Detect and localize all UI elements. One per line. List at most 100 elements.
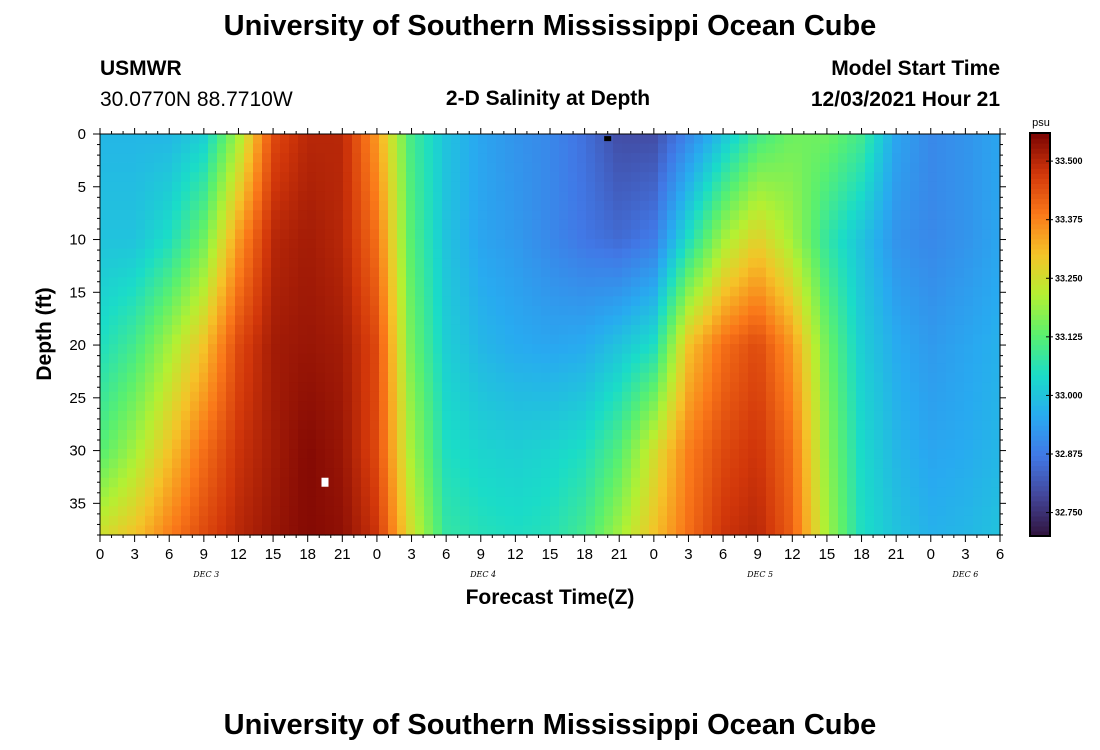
heatmap-cell	[595, 449, 605, 460]
heatmap-cell	[172, 525, 182, 536]
heatmap-cell	[289, 410, 299, 422]
heatmap-cell	[478, 286, 488, 297]
heatmap-cell	[712, 210, 722, 221]
heatmap-cell	[172, 477, 182, 488]
heatmap-cell	[676, 134, 686, 145]
heatmap-cell	[415, 363, 425, 374]
heatmap-cell	[496, 229, 506, 240]
heatmap-cell	[991, 172, 1001, 183]
heatmap-cell	[991, 458, 1001, 469]
heatmap-cell	[379, 401, 389, 412]
heatmap-cell	[334, 344, 344, 355]
heatmap-cell	[667, 296, 677, 307]
heatmap-cell	[838, 134, 848, 145]
heatmap-cell	[784, 239, 794, 250]
heatmap-cell	[685, 353, 695, 364]
heatmap-cell	[847, 525, 857, 536]
heatmap-cell	[235, 324, 245, 336]
heatmap-cell	[199, 458, 209, 469]
x-tick-label: 3	[684, 546, 692, 563]
heatmap-cell	[658, 162, 668, 173]
heatmap-cell	[505, 468, 515, 479]
heatmap-cell	[964, 363, 974, 374]
heatmap-cell	[334, 334, 344, 345]
heatmap-cell	[748, 172, 758, 183]
heatmap-cell	[550, 382, 560, 393]
heatmap-cell	[541, 248, 551, 259]
heatmap-cell	[100, 324, 110, 336]
heatmap-cell	[406, 449, 416, 460]
colorbar-tick-label: 32.875	[1055, 449, 1083, 459]
heatmap-cell	[136, 286, 146, 297]
heatmap-cell	[784, 134, 794, 145]
heatmap-cell	[901, 410, 911, 422]
heatmap-cell	[685, 372, 695, 383]
heatmap-cell	[667, 391, 677, 402]
heatmap-cell	[163, 191, 173, 202]
heatmap-cell	[739, 248, 749, 259]
heatmap-cell	[829, 496, 839, 507]
heatmap-cell	[442, 305, 452, 317]
heatmap-cell	[280, 248, 290, 259]
heatmap-cell	[325, 210, 335, 221]
heatmap-cell	[982, 515, 992, 527]
heatmap-cell	[487, 219, 497, 231]
heatmap-cell	[181, 258, 191, 269]
heatmap-cell	[820, 305, 830, 317]
heatmap-cell	[892, 296, 902, 307]
heatmap-cell	[919, 372, 929, 383]
heatmap-cell	[478, 143, 488, 154]
heatmap-cell	[199, 372, 209, 383]
heatmap-cell	[784, 496, 794, 507]
heatmap-cell	[775, 439, 785, 450]
heatmap-cell	[658, 334, 668, 345]
heatmap-cell	[622, 219, 632, 231]
heatmap-cell	[721, 305, 731, 317]
heatmap-cell	[568, 162, 578, 173]
heatmap-cell	[595, 277, 605, 288]
heatmap-cell	[820, 277, 830, 288]
heatmap-cell	[640, 162, 650, 173]
heatmap-cell	[865, 324, 875, 336]
heatmap-cell	[559, 200, 569, 211]
heatmap-cell	[316, 506, 326, 517]
heatmap-cell	[487, 305, 497, 317]
heatmap-cell	[838, 496, 848, 507]
heatmap-cell	[793, 382, 803, 393]
heatmap-cell	[694, 477, 704, 488]
heatmap-cell	[901, 487, 911, 498]
heatmap-cell	[406, 506, 416, 517]
heatmap-cell	[406, 468, 416, 479]
heatmap-cell	[757, 162, 767, 173]
heatmap-cell	[937, 143, 947, 154]
heatmap-cell	[136, 219, 146, 231]
heatmap-cell	[352, 277, 362, 288]
heatmap-cell	[280, 229, 290, 240]
heatmap-cell	[586, 210, 596, 221]
heatmap-cell	[289, 420, 299, 431]
heatmap-cell	[469, 248, 479, 259]
colorbar-band	[1030, 253, 1050, 260]
heatmap-cell	[802, 344, 812, 355]
colorbar-band	[1030, 475, 1050, 482]
heatmap-cell	[865, 267, 875, 278]
heatmap-cell	[640, 458, 650, 469]
heatmap-cell	[658, 153, 668, 164]
heatmap-cell	[280, 172, 290, 183]
heatmap-cell	[811, 458, 821, 469]
colorbar-band	[1030, 203, 1050, 210]
heatmap-cell	[181, 344, 191, 355]
model-start-label: Model Start Time	[831, 57, 1000, 80]
heatmap-cell	[694, 344, 704, 355]
heatmap-cell	[595, 324, 605, 336]
heatmap-cell	[919, 363, 929, 374]
colorbar-band	[1030, 505, 1050, 512]
heatmap-cell	[181, 172, 191, 183]
heatmap-cell	[496, 477, 506, 488]
heatmap-cell	[244, 219, 254, 231]
heatmap-cell	[865, 172, 875, 183]
heatmap-cell	[145, 506, 155, 517]
heatmap-cell	[541, 305, 551, 317]
heatmap-cell	[118, 219, 128, 231]
heatmap-cell	[559, 372, 569, 383]
